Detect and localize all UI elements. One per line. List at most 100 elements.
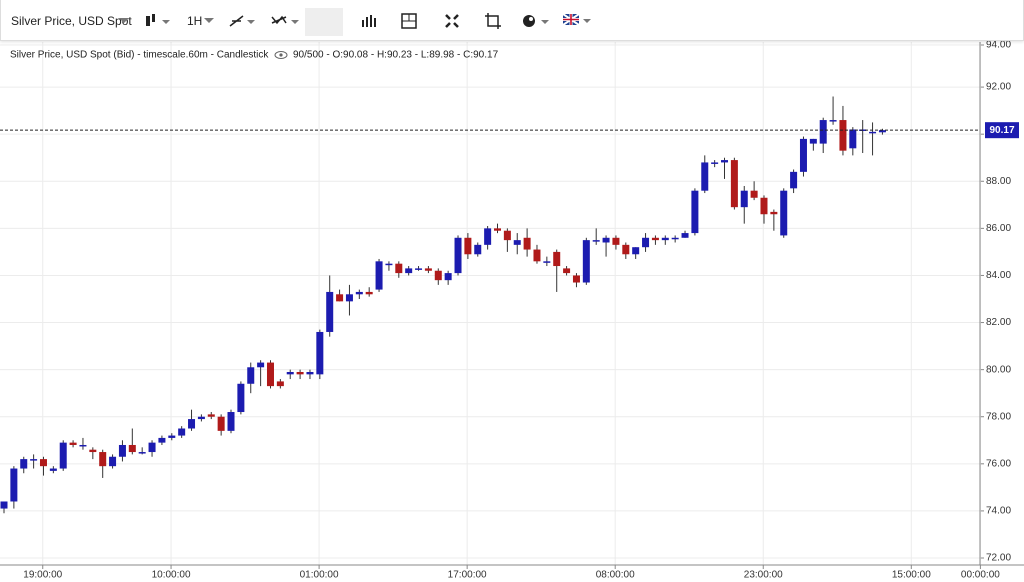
candle-body — [503, 230, 511, 241]
fullscreen-button[interactable] — [445, 14, 459, 28]
candle-body — [138, 452, 146, 454]
disabled-button — [305, 8, 343, 36]
candle-body — [395, 263, 403, 274]
x-tick-label: 23:00:00 — [744, 570, 783, 581]
candle-body — [750, 190, 758, 198]
y-tick-label: 76.00 — [986, 458, 1011, 469]
candle-body — [701, 162, 709, 191]
dropdown-arrow — [204, 18, 214, 23]
candle-body — [345, 294, 353, 302]
candle-body — [730, 160, 738, 208]
candle-body — [434, 270, 442, 281]
draw-tool-button[interactable] — [229, 13, 257, 29]
x-tick-label: 08:00:00 — [596, 570, 635, 581]
plot-background — [0, 42, 980, 565]
candle-body — [572, 275, 580, 283]
candle-body — [819, 120, 827, 144]
candle-body — [375, 261, 383, 290]
candle-body — [296, 371, 304, 375]
candle-body — [582, 240, 590, 283]
dropdown-arrow — [119, 18, 129, 23]
symbol-selector[interactable]: Silver Price, USD Spot — [11, 14, 132, 28]
visibility-icon — [274, 51, 288, 59]
candle-body — [799, 138, 807, 172]
candle-body — [336, 294, 344, 302]
candle-body — [286, 371, 294, 375]
theme-button[interactable] — [521, 13, 551, 29]
candle-body — [89, 449, 97, 453]
candle-body — [760, 197, 768, 215]
candle-body — [642, 237, 650, 248]
candle-body — [671, 237, 679, 240]
candle-body — [691, 190, 699, 234]
candle-body — [0, 501, 8, 509]
y-tick-label: 92.00 — [986, 82, 1011, 93]
candle-body — [188, 419, 196, 429]
candle-body — [464, 237, 472, 255]
interval-selector[interactable]: 1H — [187, 14, 203, 28]
candle-body — [355, 291, 363, 295]
x-tick-label: 10:00:00 — [152, 570, 191, 581]
y-tick-label: 84.00 — [986, 270, 1011, 281]
volume-button[interactable] — [361, 14, 377, 28]
candle-body — [207, 414, 215, 417]
candle-body — [326, 291, 334, 332]
candle-body — [79, 444, 87, 447]
candle-body — [878, 130, 886, 133]
candle-body — [721, 160, 729, 163]
candle-body — [148, 442, 156, 453]
candle-body — [276, 381, 284, 387]
toolbar: Silver Price, USD Spot 1H — [0, 0, 1024, 41]
candle-body — [622, 244, 630, 255]
candle-body — [513, 240, 521, 245]
chart-legend: Silver Price, USD Spot (Bid) - timescale… — [10, 50, 269, 61]
plot-area: 72.00 74.00 76.00 78.00 80.00 82.00 84.00 86.00… — [0, 40, 1024, 581]
candle-body — [306, 371, 314, 375]
candle-body — [247, 367, 255, 384]
candle-body — [128, 444, 136, 453]
y-tick-label: 88.00 — [986, 176, 1011, 187]
candle-body — [168, 435, 176, 438]
candle-body — [681, 233, 689, 238]
candle-body — [651, 237, 659, 241]
candle-body — [227, 412, 235, 431]
candle-body — [612, 237, 620, 245]
candle-body — [424, 268, 432, 271]
chart-type-button[interactable] — [144, 13, 172, 29]
candle-body — [839, 120, 847, 151]
candle-body — [780, 190, 788, 236]
candle-body — [158, 437, 166, 443]
candle-body — [849, 129, 857, 149]
x-tick-label: 15:00:00 — [892, 570, 931, 581]
candle-body — [632, 247, 640, 255]
screenshot-button[interactable] — [485, 13, 501, 29]
candle-body — [266, 362, 274, 387]
candle-body — [109, 456, 117, 467]
candle-body — [385, 263, 393, 266]
candle-body — [365, 291, 373, 295]
candle-body — [790, 171, 798, 189]
candle-body — [533, 249, 541, 262]
candle-body — [661, 237, 669, 241]
language-button[interactable] — [563, 14, 593, 28]
chart-stats: 90/500 - O:90.08 - H:90.23 - L:89.98 - C… — [293, 50, 499, 61]
indicator-button[interactable] — [271, 13, 301, 29]
candle-body — [592, 240, 600, 242]
candle-body — [257, 362, 265, 368]
candle-body — [563, 268, 571, 274]
candle-body — [237, 383, 245, 413]
candle-body — [30, 459, 38, 461]
last-price-label: 90.17 — [989, 125, 1014, 136]
candle-body — [178, 428, 186, 436]
x-tick-label: 01:00:00 — [300, 570, 339, 581]
candle-body — [118, 444, 126, 457]
candle-body — [484, 228, 492, 245]
candle-body — [49, 468, 57, 471]
y-tick-label: 94.00 — [986, 40, 1011, 51]
candle-body — [197, 416, 205, 420]
candle-body — [494, 228, 501, 231]
candle-body — [711, 162, 719, 164]
layout-button[interactable] — [401, 13, 417, 29]
